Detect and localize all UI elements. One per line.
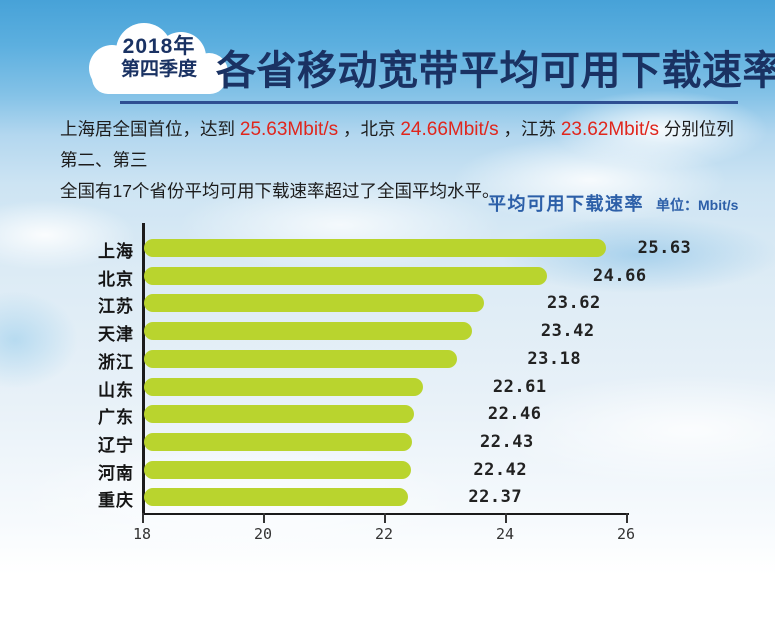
bar <box>144 266 547 285</box>
intro-paragraph: 上海居全国首位，达到 25.63Mbit/s ，北京 24.66Mbit/s ，… <box>60 114 750 207</box>
x-axis-tick-label: 20 <box>253 525 273 543</box>
bar <box>144 349 458 368</box>
value-label: 23.18 <box>527 348 582 369</box>
cloud-badge: 2018年 第四季度 <box>80 22 238 96</box>
intro-line2: 全国有17个省份平均可用下载速率超过了全国平均水平。 <box>60 181 500 201</box>
x-axis-tick <box>505 513 507 523</box>
category-label: 辽宁 <box>98 435 134 455</box>
category-label: 重庆 <box>98 491 134 511</box>
intro-text-segment: ，北京 <box>338 119 401 139</box>
x-axis-tick-label: 18 <box>132 525 152 543</box>
value-label: 23.62 <box>547 293 601 314</box>
x-axis-tick <box>384 513 386 523</box>
value-label: 22.37 <box>468 487 523 508</box>
x-axis-tick-label: 24 <box>495 525 515 543</box>
intro-text-segment: ，江苏 <box>498 119 561 139</box>
y-axis-line <box>142 223 145 515</box>
bar <box>144 432 412 451</box>
intro-highlight-value: 24.66Mbit/s <box>400 119 499 140</box>
value-label: 23.42 <box>540 321 595 342</box>
x-axis-tick-label: 22 <box>374 525 394 543</box>
x-axis-tick <box>626 513 628 523</box>
value-label: 24.66 <box>592 265 647 286</box>
bar <box>144 488 409 507</box>
category-label: 广东 <box>98 408 134 428</box>
bar <box>144 460 412 479</box>
x-axis-tick-label: 26 <box>616 525 636 543</box>
category-label: 天津 <box>98 325 134 345</box>
chart-subtitle: 平均可用下载速率 单位：Mbit/s <box>488 190 738 216</box>
bar <box>144 322 472 341</box>
bar <box>144 405 414 424</box>
category-label: 河南 <box>98 463 134 483</box>
category-label: 上海 <box>98 242 134 261</box>
cloud-icon <box>89 23 228 94</box>
intro-highlight-value: 25.63Mbit/s <box>239 119 339 140</box>
badge-period-year: 2018年 <box>122 35 196 58</box>
value-label: 22.46 <box>487 404 542 425</box>
value-label: 25.63 <box>637 238 692 258</box>
intro-highlight-value: 23.62Mbit/s <box>560 119 660 140</box>
category-label: 浙江 <box>98 352 134 372</box>
badge-period-quarter: 第四季度 <box>120 59 197 81</box>
category-label: 北京 <box>98 269 134 289</box>
badge-text: 2018年 第四季度 <box>80 34 238 82</box>
intro-text-segment: 上海居全国首位，达到 <box>60 119 240 139</box>
chart-unit-label: 单位：Mbit/s <box>656 197 739 213</box>
intro-text-segment: 分别位列第二、第三 <box>60 119 734 170</box>
chart-title: 平均可用下载速率 <box>488 194 644 214</box>
bar <box>144 377 423 396</box>
category-label: 山东 <box>98 380 134 400</box>
value-label: 22.43 <box>480 431 534 452</box>
bar <box>144 294 484 313</box>
page-title: 各省移动宽带平均可用下载速率 <box>216 49 775 93</box>
title-underline <box>120 101 738 104</box>
category-label: 江苏 <box>98 297 134 317</box>
x-axis-tick <box>263 513 265 523</box>
value-label: 22.42 <box>473 459 528 480</box>
bar <box>144 239 606 257</box>
x-axis-tick <box>142 513 144 523</box>
value-label: 22.61 <box>492 376 547 397</box>
